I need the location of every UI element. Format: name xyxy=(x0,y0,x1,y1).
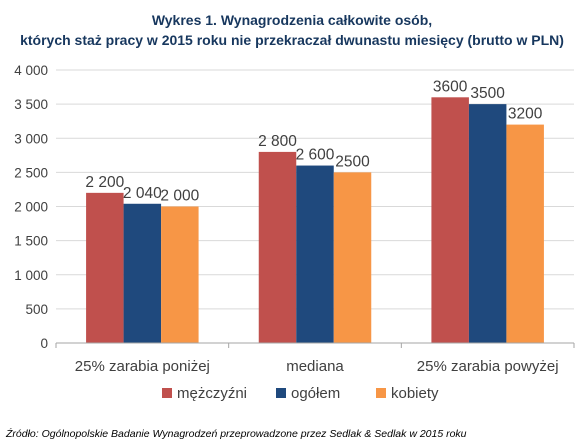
y-tick-label: 3 000 xyxy=(14,131,48,146)
data-label: 3600 xyxy=(433,78,468,95)
data-label: 3200 xyxy=(508,106,543,123)
x-axis: 25% zarabia poniżej mediana 25% zarabia po… xyxy=(55,342,575,375)
bar xyxy=(333,172,372,343)
data-label: 2 040 xyxy=(123,185,162,202)
y-tick-label: 2 000 xyxy=(14,200,48,215)
data-label: 3500 xyxy=(470,85,505,102)
bar xyxy=(296,165,334,343)
data-label: 2 200 xyxy=(85,174,124,191)
chart-title-line2: których staż pracy w 2015 roku nie przek… xyxy=(20,32,564,48)
legend-label: kobiety xyxy=(391,385,439,402)
legend-label: ogółem xyxy=(291,385,340,402)
y-tick-label: 500 xyxy=(25,302,48,317)
legend-swatch xyxy=(276,388,286,398)
y-tick-label: 4 000 xyxy=(14,63,48,78)
bar xyxy=(86,192,124,343)
y-axis: 0 500 1 000 1 500 2 000 2 500 3 000 3 500 4 000 xyxy=(14,63,48,351)
bar xyxy=(431,97,469,343)
data-label: 2 600 xyxy=(296,147,335,164)
x-tick-label: mediana xyxy=(286,358,344,375)
bar xyxy=(506,124,544,343)
data-label: 2 000 xyxy=(160,188,199,205)
y-tick-label: 3 500 xyxy=(14,97,48,112)
legend-label: mężczyźni xyxy=(177,385,247,402)
legend-swatch xyxy=(376,388,386,398)
y-tick-label: 1 000 xyxy=(14,268,48,283)
legend: mężczyźni ogółem kobiety xyxy=(162,385,439,402)
bars xyxy=(86,97,544,343)
y-tick-label: 2 500 xyxy=(14,165,48,180)
bar xyxy=(258,151,297,343)
x-tick-label: 25% zarabia powyżej xyxy=(417,358,559,375)
bar xyxy=(123,203,162,343)
bar xyxy=(468,104,507,343)
bar xyxy=(161,206,199,343)
y-tick-label: 0 xyxy=(40,336,48,351)
data-label: 2 800 xyxy=(258,133,297,150)
data-label: 2500 xyxy=(335,153,370,170)
x-tick-label: 25% zarabia poniżej xyxy=(75,358,210,375)
y-tick-label: 1 500 xyxy=(14,234,48,249)
legend-swatch xyxy=(162,388,172,398)
chart-title-line1: Wykres 1. Wynagrodzenia całkowite osób, xyxy=(151,12,433,28)
source-note: Źródło: Ogólnopolskie Badanie Wynagrodze… xyxy=(6,428,467,440)
